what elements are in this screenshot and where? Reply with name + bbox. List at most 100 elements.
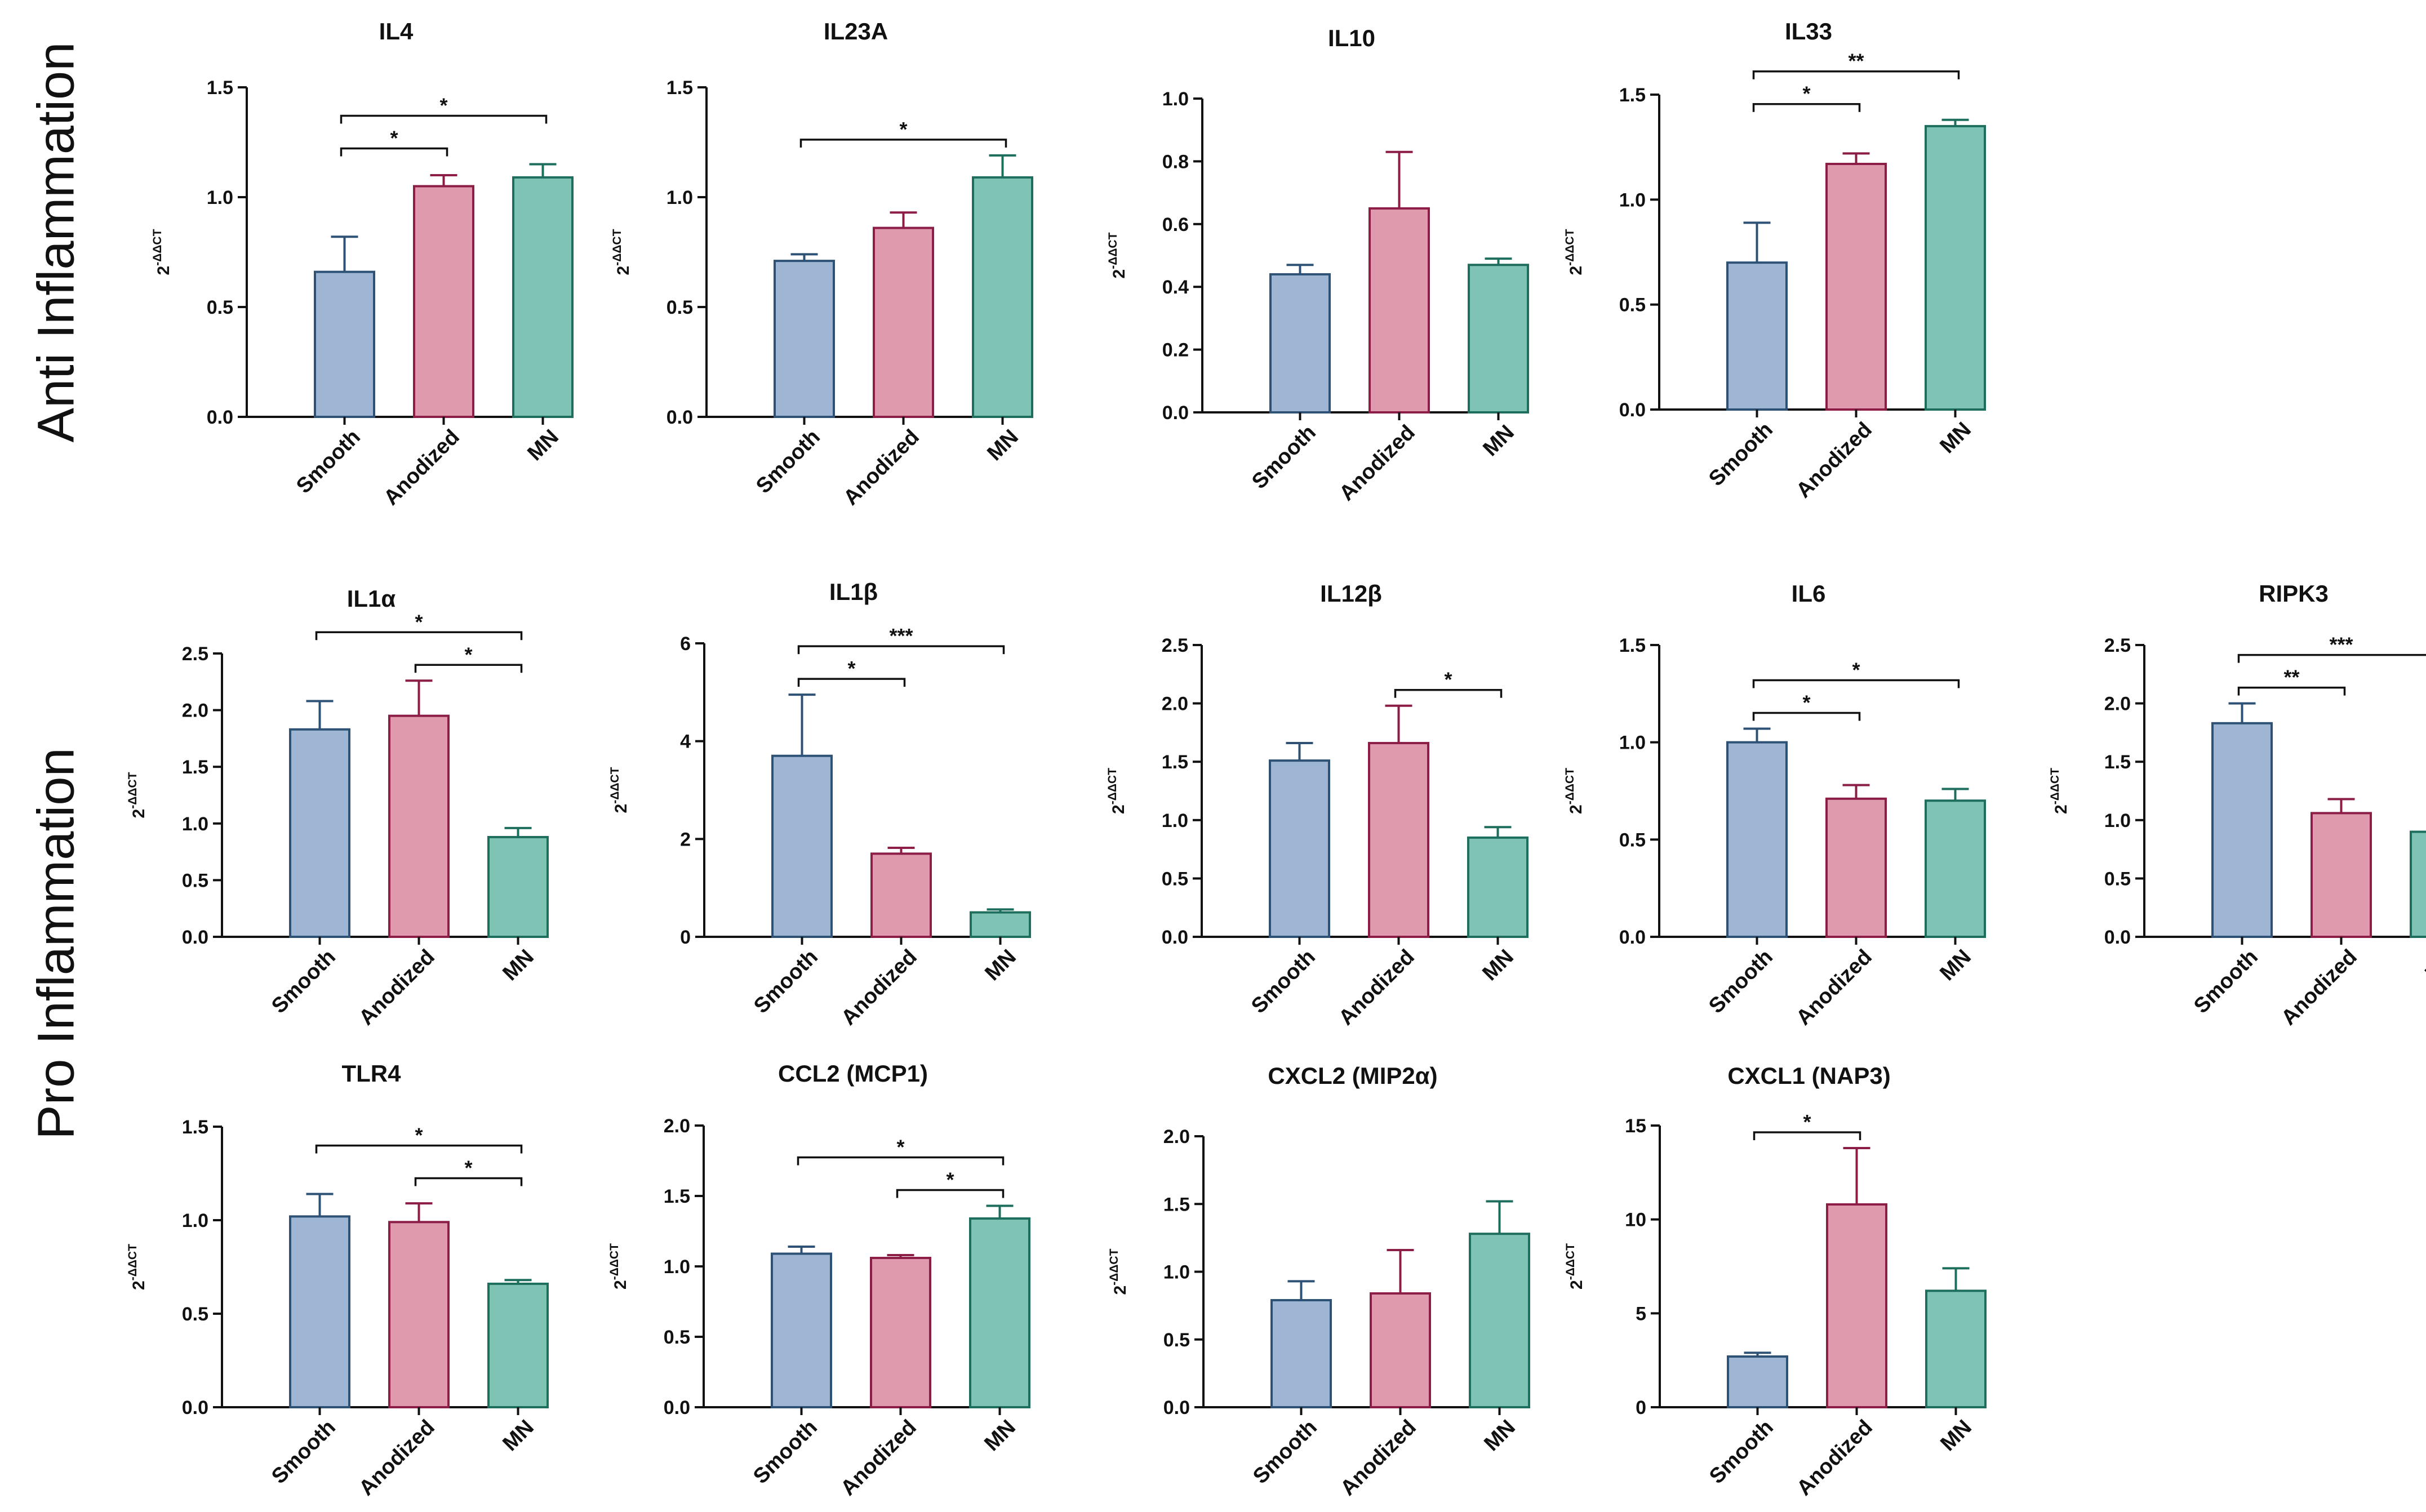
y-tick-label: 0.0 [1163,1397,1190,1418]
y-tick-label: 2.0 [182,700,208,722]
y-tick-label: 1.0 [1619,732,1646,754]
bar-mn [512,176,574,418]
y-tick-label: 1.5 [2104,751,2131,773]
x-tick-label-anodized: Anodized [1792,945,1877,1030]
y-tick-label: 1.0 [1619,189,1646,211]
significance-label: ** [1848,50,1864,73]
x-tick-label-anodized: Anodized [1335,421,1420,506]
y-tick-label: 0.0 [1619,399,1646,421]
bar-smooth [2211,722,2273,938]
chart-title: IL6 [1792,580,1826,607]
x-tick-label-anodized: Anodized [836,1416,921,1501]
significance-label: * [1803,1110,1811,1133]
y-axis-label: 2-ΔΔCT [126,772,148,818]
y-tick-label: 1.0 [664,1256,690,1278]
x-tick-label-mn: MN [1935,418,1975,458]
significance-bracket [315,631,523,641]
chart-il4: IL4 2-ΔΔCT 0.0 0.5 1.0 1.5 Smooth Anodized MN * * [151,18,574,510]
y-tick-label: 0.5 [182,870,208,891]
bar-anodized [388,714,450,939]
y-tick-label: 0.0 [1162,927,1188,948]
x-tick-label-mn: MN [498,1416,538,1456]
significance-label: * [899,118,907,141]
x-tick-label-anodized: Anodized [1334,945,1419,1030]
y-tick-label: 0.5 [667,297,693,318]
y-tick-label: 1.0 [1162,810,1188,831]
y-axis-label: 2-ΔΔCT [151,229,173,275]
y-axis-label: 2-ΔΔCT [126,1244,148,1290]
bar-mn [1925,799,1986,939]
x-tick-label-smooth: Smooth [749,1416,822,1489]
bar-mn [970,911,1031,939]
y-tick-label: 10 [1625,1209,1646,1231]
y-tick-label: 1.5 [664,1186,690,1207]
bar-anodized [1825,797,1887,939]
chart-cxcl1-nap3: CXCL1 (NAP3) 2-ΔΔCT 0 5 10 15 Smooth Anodized MN… [1564,1062,1987,1500]
chart-ripk3: RIPK3 2-ΔΔCT 0.0 0.5 1.0 1.5 2.0 2.5 Smooth Anodi… [2049,580,2426,1030]
y-axis-label: 2-ΔΔCT [2049,768,2070,814]
bar-smooth [1727,1355,1788,1408]
significance-bracket [797,1156,1005,1166]
y-tick-label: 1.0 [1163,1262,1190,1283]
x-tick-label-smooth: Smooth [1704,418,1778,491]
y-tick-label: 2.0 [2104,693,2131,715]
y-tick-label: 1.5 [1619,85,1646,106]
y-tick-label: 0.4 [1162,277,1189,298]
chart-title: IL10 [1328,25,1375,51]
significance-label: * [847,657,855,680]
bar-anodized [2311,812,2372,939]
significance-label: * [390,127,398,150]
chart-il1: IL1α 2-ΔΔCT 0.0 0.5 1.0 1.5 2.0 2.5 Smooth Anodiz… [126,585,549,1030]
x-tick-label-anodized: Anodized [1792,418,1877,503]
significance-bracket [414,664,523,673]
significance-label: *** [2329,633,2353,656]
chart-tlr4: TLR4 2-ΔΔCT 0.0 0.5 1.0 1.5 Smooth Anodized MN * * [126,1060,549,1501]
significance-bracket [2237,653,2426,663]
chart-title: TLR4 [342,1060,402,1087]
x-tick-label-smooth: Smooth [1247,421,1321,494]
bar-mn [487,1282,549,1408]
bar-smooth [774,260,835,418]
x-tick-label-smooth: Smooth [267,945,340,1019]
x-tick-label-smooth: Smooth [1248,1416,1322,1489]
significance-label: * [439,94,447,117]
chart-cxcl2-mip2: CXCL2 (MIP2α) 2-ΔΔCT 0.0 0.5 1.0 1.5 2.0 Smooth… [1108,1062,1530,1501]
y-tick-label: 0.0 [1619,927,1646,948]
bar-anodized [388,1221,450,1409]
significance-label: * [464,1157,472,1180]
x-tick-label-anodized: Anodized [1336,1416,1421,1501]
x-tick-label-anodized: Anodized [354,945,439,1030]
y-tick-label: 2.5 [182,643,208,665]
x-tick-label-anodized: Anodized [379,425,464,510]
y-tick-label: 2.5 [2104,635,2131,656]
bar-mn [969,1217,1030,1408]
bar-smooth [289,1215,350,1409]
x-tick-label-mn: MN [2420,945,2426,985]
significance-label: * [415,610,423,633]
x-tick-label-mn: MN [980,945,1020,985]
y-tick-label: 2.0 [1162,693,1188,715]
bar-smooth [771,754,833,938]
y-axis-label: 2-ΔΔCT [1563,229,1585,275]
y-tick-label: 0.5 [2104,868,2131,890]
significance-bracket [1752,711,1861,721]
x-tick-label-smooth: Smooth [1704,945,1778,1019]
x-tick-label-mn: MN [1936,1416,1976,1456]
y-axis-label: 2-ΔΔCT [1107,232,1128,278]
y-tick-label: 0 [680,927,691,948]
y-tick-label: 1.5 [1163,1194,1190,1215]
bar-mn [1925,124,1986,411]
x-tick-label-anodized: Anodized [839,425,924,510]
x-tick-label-mn: MN [523,425,563,465]
bar-anodized [873,226,934,418]
bar-anodized [870,852,932,938]
x-tick-label-smooth: Smooth [267,1416,340,1489]
y-tick-label: 0.0 [1162,402,1189,424]
chart-title: CCL2 (MCP1) [778,1060,928,1087]
y-tick-label: 1.0 [182,1210,208,1231]
x-tick-label-anodized: Anodized [354,1416,439,1501]
chart-title: IL4 [379,18,414,45]
y-tick-label: 0.0 [182,1397,208,1418]
y-tick-label: 0.8 [1162,151,1189,172]
